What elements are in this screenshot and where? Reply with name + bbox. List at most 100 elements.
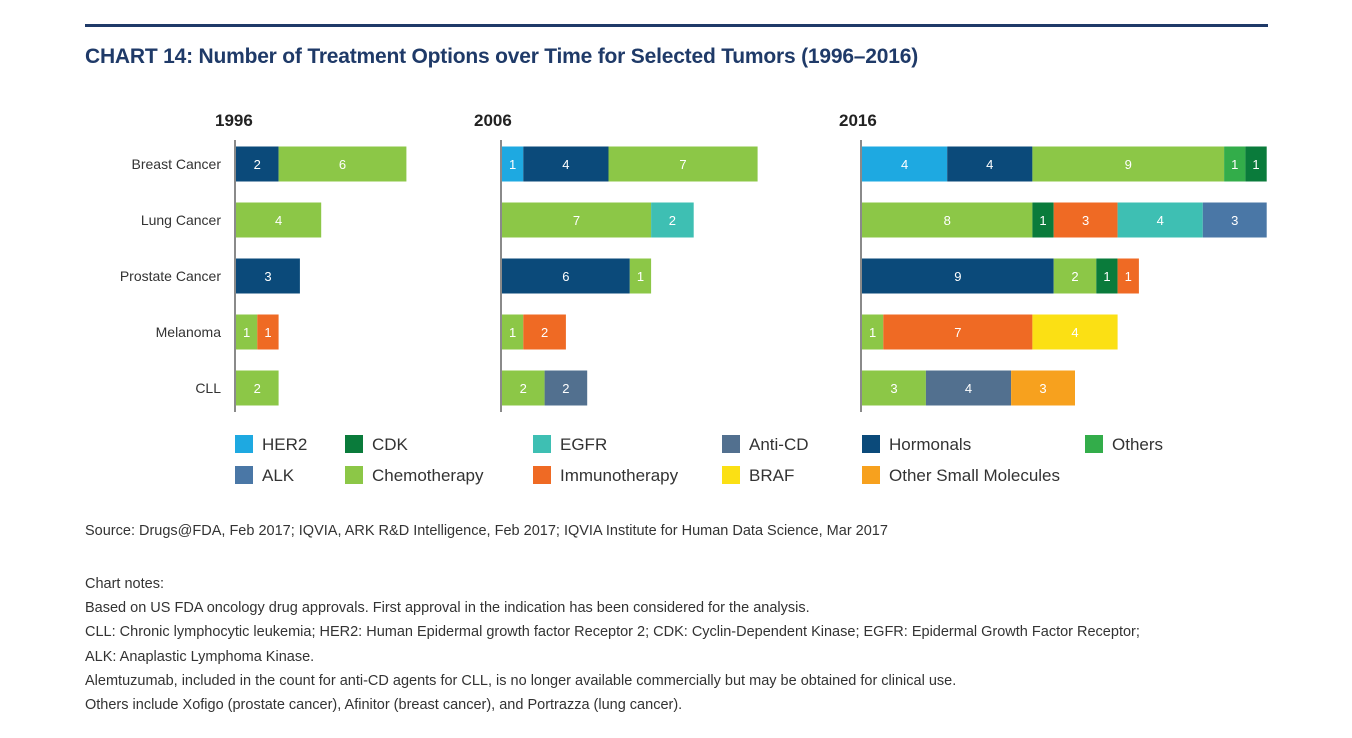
data-label: 7 <box>573 213 580 228</box>
bar-segment <box>502 146 524 182</box>
chart-title: CHART 14: Number of Treatment Options ov… <box>85 45 918 68</box>
data-label: 2 <box>669 213 676 228</box>
legend-label: Chemotherapy <box>372 466 484 485</box>
legend-label: ALK <box>262 466 295 485</box>
data-label: 1 <box>1039 213 1046 228</box>
legend-swatch <box>862 466 880 484</box>
bar-segment <box>502 258 630 294</box>
chart-notes: Chart notes: Based on US FDA oncology dr… <box>85 572 1140 717</box>
data-label: 2 <box>254 157 261 172</box>
bar-segment <box>1117 202 1203 238</box>
bar-segment <box>1032 146 1225 182</box>
bar-segment <box>862 146 948 182</box>
legend-swatch <box>235 466 253 484</box>
bar-segment <box>502 314 524 350</box>
data-label: 1 <box>1252 157 1259 172</box>
notes-line: CLL: Chronic lymphocytic leukemia; HER2:… <box>85 624 1140 641</box>
top-rule <box>85 24 1268 27</box>
legend-label: BRAF <box>749 466 794 485</box>
data-label: 3 <box>1039 381 1046 396</box>
category-label: Lung Cancer <box>141 212 222 228</box>
data-label: 1 <box>243 325 250 340</box>
bar-segment <box>1053 258 1097 294</box>
bar-segment <box>862 258 1054 294</box>
legend-swatch <box>235 435 253 453</box>
data-label: 2 <box>520 381 527 396</box>
bar-segment <box>1011 370 1075 406</box>
data-label: 1 <box>869 325 876 340</box>
data-label: 1 <box>1231 157 1238 172</box>
bar-segment <box>236 370 279 406</box>
data-label: 6 <box>339 157 346 172</box>
bar-segment <box>862 314 884 350</box>
bar-segment <box>257 314 279 350</box>
data-label: 6 <box>562 269 569 284</box>
data-label: 2 <box>541 325 548 340</box>
bar-segment <box>925 370 1012 406</box>
legend-swatch <box>722 466 740 484</box>
data-label: 2 <box>562 381 569 396</box>
data-label: 8 <box>944 213 951 228</box>
bar-segment <box>1053 202 1118 238</box>
notes-line: Based on US FDA oncology drug approvals.… <box>85 600 810 617</box>
category-label: Breast Cancer <box>132 156 222 172</box>
bar-segment <box>502 202 652 238</box>
category-label: Prostate Cancer <box>120 268 221 284</box>
bar-segment <box>862 202 1033 238</box>
year-label: 1996 <box>215 111 253 130</box>
bar-segment <box>236 146 279 182</box>
stacked-bar-chart: Breast Cancer Lung Cancer Prostate Cancer M… <box>120 111 1267 485</box>
bar-segment <box>883 314 1033 350</box>
bar-segment <box>651 202 694 238</box>
bar-segment <box>1032 314 1118 350</box>
bar-segment <box>1245 146 1267 182</box>
legend-swatch <box>722 435 740 453</box>
legend-label: CDK <box>372 435 409 454</box>
data-label: 4 <box>901 157 908 172</box>
data-label: 2 <box>254 381 261 396</box>
legend-label: Other Small Molecules <box>889 466 1060 485</box>
notes-line: Alemtuzumab, included in the count for a… <box>85 672 957 689</box>
data-label: 1 <box>264 325 271 340</box>
bar-segment <box>629 258 652 294</box>
legend-label: Others <box>1112 435 1163 454</box>
bar-segment <box>1096 258 1118 294</box>
year-label: 2006 <box>474 111 512 130</box>
data-label: 4 <box>1071 325 1078 340</box>
notes-heading: Chart notes: <box>85 576 164 592</box>
bar-segment <box>236 314 258 350</box>
data-label: 4 <box>965 381 972 396</box>
bar-segment <box>236 258 300 294</box>
data-label: 3 <box>264 269 271 284</box>
bar-segment <box>523 146 609 182</box>
data-label: 3 <box>890 381 897 396</box>
category-label: CLL <box>195 380 221 396</box>
bar-segment <box>278 146 407 182</box>
bar-segment <box>608 146 758 182</box>
bar-segment <box>1224 146 1246 182</box>
data-label: 9 <box>954 269 961 284</box>
bar-segment <box>862 370 926 406</box>
legend-label: Anti-CD <box>749 435 809 454</box>
data-label: 1 <box>509 157 516 172</box>
legend-label: Immunotherapy <box>560 466 679 485</box>
bar-segment <box>947 146 1033 182</box>
data-label: 4 <box>986 157 993 172</box>
data-label: 1 <box>509 325 516 340</box>
legend-swatch <box>862 435 880 453</box>
bar-segment <box>236 202 322 238</box>
bar-segment <box>502 370 545 406</box>
data-label: 3 <box>1082 213 1089 228</box>
bar-segment <box>1117 258 1139 294</box>
legend-swatch <box>1085 435 1103 453</box>
data-label: 1 <box>1103 269 1110 284</box>
data-label: 4 <box>562 157 569 172</box>
data-label: 1 <box>1125 269 1132 284</box>
legend-label: HER2 <box>262 435 307 454</box>
bar-segment <box>544 370 588 406</box>
data-label: 2 <box>1071 269 1078 284</box>
category-label: Melanoma <box>156 324 222 340</box>
bar-segment <box>1202 202 1267 238</box>
data-label: 4 <box>275 213 282 228</box>
notes-line: Others include Xofigo (prostate cancer),… <box>85 697 683 714</box>
